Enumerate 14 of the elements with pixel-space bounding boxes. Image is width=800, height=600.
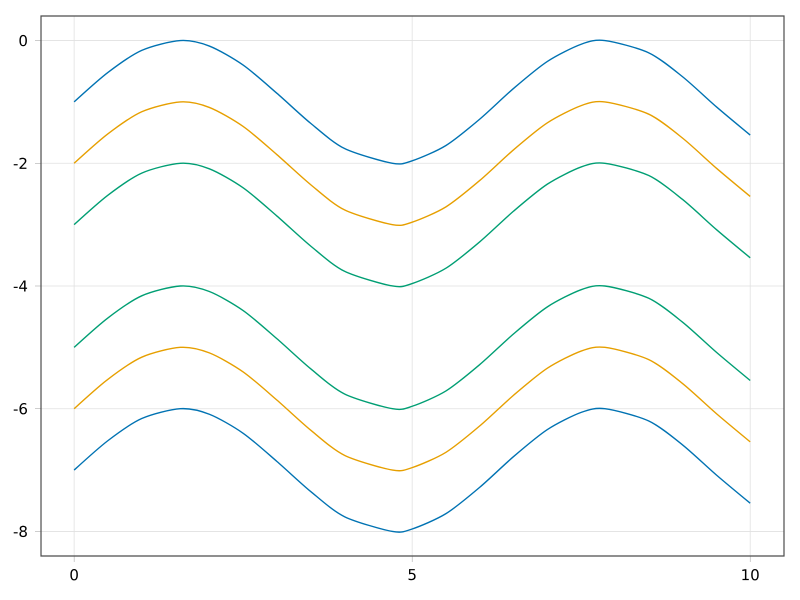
line-series (73, 346, 751, 472)
y-tick-label: -2 (14, 158, 26, 169)
line-series (73, 408, 751, 533)
line-series (73, 285, 751, 410)
y-tick-label: -4 (14, 280, 28, 292)
y-tick-label: -6 (14, 403, 27, 414)
line-series (73, 162, 751, 288)
x-tick-label: 0 (70, 569, 78, 580)
x-tick-label: 10 (742, 569, 759, 580)
line-series (73, 101, 751, 226)
line-series (73, 40, 751, 165)
y-tick-label: 0 (19, 34, 27, 46)
x-tick-label: 5 (408, 569, 416, 580)
y-tick-label: -8 (14, 526, 27, 538)
